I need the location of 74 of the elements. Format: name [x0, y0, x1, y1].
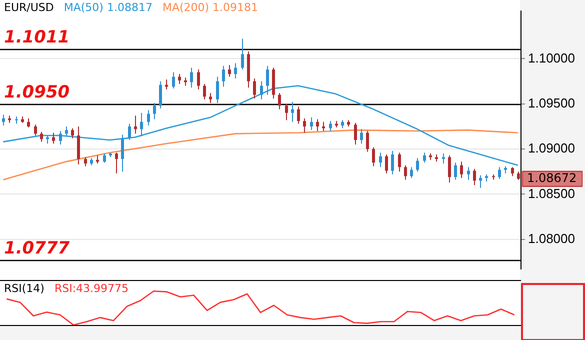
- y-tick-label: 1.10000: [528, 50, 575, 66]
- candlestick: [52, 132, 55, 144]
- candlestick: [71, 128, 74, 139]
- candlestick: [278, 92, 281, 110]
- ref-line-label: 1.1011: [4, 27, 70, 48]
- chart-title: RSI(14): [4, 282, 44, 295]
- candlestick: [153, 102, 156, 120]
- candlestick: [303, 118, 306, 134]
- y-tick-label: 1.08000: [528, 230, 575, 246]
- annotation: RSI:43.99775: [54, 282, 129, 295]
- candlestick: [65, 126, 68, 137]
- candlestick: [77, 126, 80, 165]
- candlestick: [159, 80, 162, 109]
- candlestick: [147, 110, 150, 126]
- candlestick: [391, 150, 394, 175]
- candlestick: [291, 102, 294, 122]
- candlestick: [354, 122, 357, 146]
- candlestick: [467, 166, 470, 180]
- y-tick-label: 1.08500: [528, 186, 575, 201]
- y-tick-label: 1.09000: [528, 140, 575, 156]
- candlestick: [190, 67, 193, 88]
- candlestick: [40, 131, 43, 142]
- candlestick: [372, 146, 375, 167]
- text: 1.08672: [527, 170, 577, 185]
- candlestick: [498, 166, 501, 180]
- candlestick: [310, 116, 313, 131]
- ref-line-label: 1.0950: [4, 82, 70, 102]
- candlestick: [454, 162, 457, 180]
- candlestick: [115, 152, 118, 174]
- candlestick: [34, 124, 37, 136]
- candlestick: [178, 74, 181, 84]
- candlestick: [460, 161, 463, 178]
- text: MA(50) 1.08817: [64, 1, 152, 14]
- candlestick: [84, 156, 87, 167]
- candlestick: [379, 152, 382, 168]
- candlestick: [385, 154, 388, 174]
- candlestick: [203, 83, 206, 100]
- chart-title: EUR/USD: [4, 1, 54, 14]
- candlestick: [209, 92, 212, 104]
- candlestick: [316, 118, 319, 132]
- candlestick: [27, 118, 30, 128]
- candlestick: [329, 120, 332, 132]
- y-tick-label: 1.09500: [528, 95, 575, 110]
- candlestick: [410, 166, 413, 178]
- candlestick: [285, 103, 288, 121]
- candlestick: [216, 76, 219, 104]
- candlestick: [128, 123, 131, 140]
- candlestick: [322, 121, 325, 132]
- candlestick: [103, 153, 106, 164]
- candlestick: [253, 78, 256, 99]
- candlestick: [404, 164, 407, 180]
- candlestick: [172, 72, 175, 89]
- candlestick: [360, 128, 363, 144]
- candlestick: [2, 114, 5, 126]
- candlestick: [234, 62, 237, 80]
- candlestick: [140, 112, 143, 137]
- candlestick: [511, 166, 514, 177]
- candlestick: [442, 153, 445, 164]
- candlestick: [366, 130, 369, 152]
- candlestick: [59, 130, 62, 146]
- candlestick: [448, 154, 451, 183]
- candlestick: [479, 174, 482, 188]
- candlestick: [297, 106, 300, 124]
- candlestick: [423, 152, 426, 164]
- candlestick: [241, 38, 244, 70]
- candlestick: [228, 64, 231, 78]
- text: MA(200) 1.09181: [162, 1, 258, 14]
- ref-line-label: 1.0777: [4, 238, 70, 258]
- candlestick: [473, 168, 476, 186]
- candlestick: [398, 152, 401, 172]
- candlestick: [134, 115, 137, 134]
- candlestick: [197, 69, 200, 90]
- candlestick: [416, 158, 419, 172]
- candlestick: [222, 65, 225, 88]
